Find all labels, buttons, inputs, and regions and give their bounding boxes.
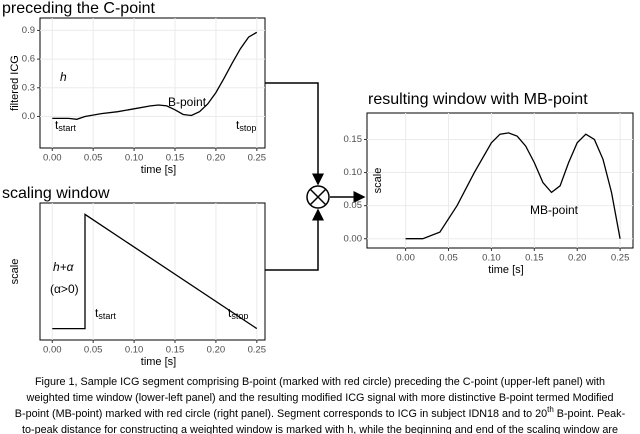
- x-tick-label: 0.00: [43, 345, 62, 356]
- annotation: B-point: [168, 95, 207, 109]
- annotation-text: t: [236, 118, 240, 132]
- annotation: (α>0): [50, 282, 79, 296]
- x-tick-label: 0.20: [207, 153, 226, 164]
- panel-title: preceding the C-point: [2, 0, 156, 17]
- caption-line: Figure 1, Sample ICG segment comprising …: [35, 376, 605, 388]
- x-tick-label: 0.05: [439, 253, 458, 264]
- annotation: h: [60, 70, 67, 84]
- annotation-subscript: start: [98, 311, 116, 321]
- caption-line: B-point (MB-point) marked with red circl…: [15, 405, 626, 420]
- x-tick-label: 0.15: [166, 153, 185, 164]
- caption-text: Figure 1, Sample ICG segment comprising …: [35, 376, 605, 388]
- annotation-text: MB-point: [530, 203, 579, 217]
- y-axis-label: scale: [372, 168, 384, 194]
- annotation: h+α: [53, 260, 75, 274]
- x-tick-label: 0.00: [396, 253, 415, 264]
- y-tick-label: 0.10: [344, 167, 363, 178]
- y-tick-label: 0.0: [22, 111, 35, 122]
- x-tick-label: 0.00: [43, 153, 62, 164]
- caption-superscript: th: [547, 405, 554, 414]
- x-tick-label: 0.25: [248, 345, 267, 356]
- y-tick-label: 0.05: [344, 200, 363, 211]
- annotation: MB-point: [530, 203, 579, 217]
- caption-text: B-point (MB-point) marked with red circl…: [15, 408, 547, 420]
- x-axis-label: time [s]: [141, 356, 176, 368]
- annotation-text: t: [55, 118, 59, 132]
- x-axis-label: time [s]: [141, 164, 176, 176]
- caption-line: weighted time window (lower-left panel) …: [26, 392, 614, 404]
- annotation-subscript: stop: [231, 311, 248, 321]
- x-tick-label: 0.05: [84, 345, 103, 356]
- data-line: [405, 132, 621, 240]
- x-tick-label: 0.25: [248, 153, 267, 164]
- annotation: tstop: [236, 118, 256, 133]
- plot-area: [366, 112, 634, 249]
- caption-text: B-point. Peak-: [554, 408, 626, 420]
- x-tick-label: 0.10: [125, 153, 144, 164]
- annotation-text: h: [60, 70, 67, 84]
- y-tick-label: 0.00: [344, 233, 363, 244]
- caption-text: weighted time window (lower-left panel) …: [26, 392, 614, 404]
- y-axis-label: filtered ICG: [9, 55, 21, 111]
- annotation-text: t: [228, 306, 232, 320]
- x-tick-label: 0.25: [611, 253, 630, 264]
- x-tick-label: 0.05: [84, 153, 103, 164]
- y-tick-label: 0.9: [22, 25, 35, 36]
- y-tick-label: 0.15: [344, 134, 363, 145]
- annotation: tstart: [95, 306, 116, 321]
- annotation-subscript: stop: [239, 123, 256, 133]
- x-tick-label: 0.10: [482, 253, 501, 264]
- plot-area: [39, 17, 266, 149]
- x-tick-label: 0.10: [125, 345, 144, 356]
- data-line: [52, 213, 258, 330]
- annotation-text: t: [95, 306, 99, 320]
- x-axis-label: time [s]: [488, 264, 523, 276]
- data-line: [52, 31, 258, 120]
- annotation-text: B-point: [168, 95, 207, 109]
- caption-line: to-peak distance for constructing a weig…: [22, 424, 618, 434]
- annotation-text: h+α: [53, 260, 75, 274]
- caption-text: to-peak distance for constructing a weig…: [22, 424, 618, 434]
- y-tick-label: 0.3: [22, 82, 35, 93]
- connectors: [265, 82, 366, 271]
- x-tick-label: 0.20: [207, 345, 226, 356]
- plot-area: [39, 202, 266, 341]
- annotation: tstart: [55, 118, 76, 133]
- annotation-subscript: start: [58, 123, 76, 133]
- y-tick-label: 0.6: [22, 54, 35, 65]
- x-tick-label: 0.20: [568, 253, 587, 264]
- panel-title: resulting window with MB-point: [368, 91, 588, 108]
- panel-title: scaling window: [2, 185, 110, 202]
- annotation-text: (α>0): [50, 282, 79, 296]
- x-tick-label: 0.15: [166, 345, 185, 356]
- annotation: tstop: [228, 306, 248, 321]
- x-tick-label: 0.15: [525, 253, 544, 264]
- y-axis-label: scale: [9, 259, 21, 285]
